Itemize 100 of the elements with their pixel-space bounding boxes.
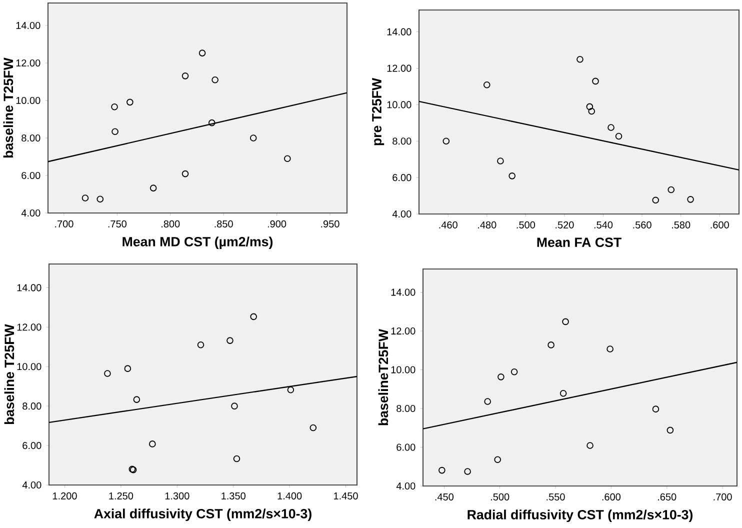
y-tick-label: 8.00 [22, 402, 42, 410]
point [287, 386, 294, 394]
x-axis-title: Axial diffusivity CST (mm2/s×10-3) [94, 508, 312, 522]
x-tick-label: .700 [714, 493, 732, 500]
y-tick-label: 4.00 [21, 209, 40, 217]
x-tick-label: .500 [491, 493, 510, 500]
point [484, 398, 491, 405]
point [197, 341, 204, 348]
point [666, 426, 674, 434]
point [588, 108, 596, 115]
x-tick-label: .600 [710, 221, 729, 228]
point [586, 442, 594, 449]
y-tick-label: 12.00 [17, 324, 42, 331]
x-tick-label: .650 [658, 493, 676, 500]
y-tick-label: 4.00 [22, 481, 42, 489]
y-axis-title: baselineT25FW [378, 328, 388, 426]
point [182, 72, 189, 80]
x-tick-label: .600 [602, 493, 621, 500]
point [104, 370, 111, 377]
point [149, 440, 156, 448]
point [150, 184, 157, 192]
y-axis-title: baseline T25FW [3, 58, 14, 158]
y-tick-label: 14.00 [391, 288, 416, 296]
point [208, 119, 216, 126]
y-tick-label: 10.00 [391, 366, 416, 374]
point [592, 78, 599, 85]
point [652, 196, 660, 204]
point [586, 103, 594, 110]
x-tick-label: .460 [439, 221, 458, 228]
y-tick-label: 8.00 [392, 138, 412, 145]
point [497, 158, 504, 164]
point [212, 76, 218, 84]
x-tick-label: .900 [268, 220, 286, 228]
x-tick-label: .500 [516, 221, 536, 228]
x-axis-title: Mean MD CST (µm2/ms) [122, 236, 273, 250]
y-axis-title: baseline T25FW [4, 324, 14, 424]
point [483, 81, 490, 88]
x-tick-label: .800 [162, 220, 180, 228]
y-tick-label: 6.00 [22, 442, 42, 450]
point [652, 406, 660, 412]
x-tick-label: .450 [435, 493, 454, 500]
point [606, 346, 614, 352]
x-axis-title: Radial diffusivity CST (mm2/s×10-3) [468, 510, 693, 522]
y-tick-label: 4.00 [392, 210, 412, 218]
point [508, 172, 516, 180]
point [250, 134, 257, 142]
y-tick-label: 12.00 [391, 327, 416, 335]
x-tick-label: .850 [214, 220, 233, 228]
point [82, 194, 89, 202]
point [498, 374, 504, 380]
y-tick-label: 6.00 [396, 444, 416, 451]
point [250, 313, 257, 320]
point [124, 365, 132, 372]
point [438, 466, 446, 474]
x-tick-label: .560 [633, 221, 652, 228]
x-tick-label: 1.200 [52, 492, 77, 500]
point [310, 424, 317, 432]
point [442, 138, 450, 145]
point [233, 455, 240, 462]
x-tick-label: 1.450 [334, 492, 358, 500]
point [608, 124, 614, 131]
y-axis-title: pre T25FW [372, 78, 384, 146]
point [687, 196, 694, 203]
y-tick-label: 10.00 [16, 96, 40, 104]
x-tick-label: .750 [108, 220, 126, 228]
y-tick-label: 6.00 [22, 172, 40, 180]
x-axis-title: Mean FA CST [537, 238, 622, 248]
y-tick-label: 10.00 [17, 363, 42, 370]
point [576, 56, 584, 63]
point [560, 390, 567, 397]
point [112, 128, 118, 136]
point [96, 196, 104, 203]
point [133, 396, 140, 403]
y-tick-label: 12.00 [16, 59, 40, 67]
point [284, 155, 291, 162]
point [464, 468, 471, 475]
x-tick-label: .540 [594, 221, 613, 228]
x-tick-label: .580 [672, 221, 690, 228]
y-tick-label: 8.00 [22, 134, 40, 142]
y-tick-label: 8.00 [396, 404, 416, 412]
point [182, 170, 189, 178]
y-tick-label: 4.00 [396, 482, 416, 490]
y-tick-label: 10.00 [387, 101, 412, 108]
x-tick-label: 1.300 [165, 492, 190, 500]
point [668, 186, 675, 194]
point [226, 337, 234, 344]
x-tick-label: .950 [321, 220, 340, 228]
point [126, 98, 134, 106]
y-tick-label: 12.00 [387, 64, 412, 72]
y-tick-label: 6.00 [392, 174, 412, 182]
x-tick-label: 1.400 [278, 492, 302, 500]
x-tick-label: 1.250 [109, 492, 134, 500]
x-tick-label: .550 [546, 493, 565, 500]
point [111, 103, 118, 110]
point [548, 342, 554, 348]
point [562, 318, 569, 326]
x-tick-label: .700 [55, 220, 74, 228]
x-tick-label: .480 [478, 221, 496, 228]
x-tick-label: 1.350 [222, 492, 246, 500]
point [510, 368, 518, 376]
